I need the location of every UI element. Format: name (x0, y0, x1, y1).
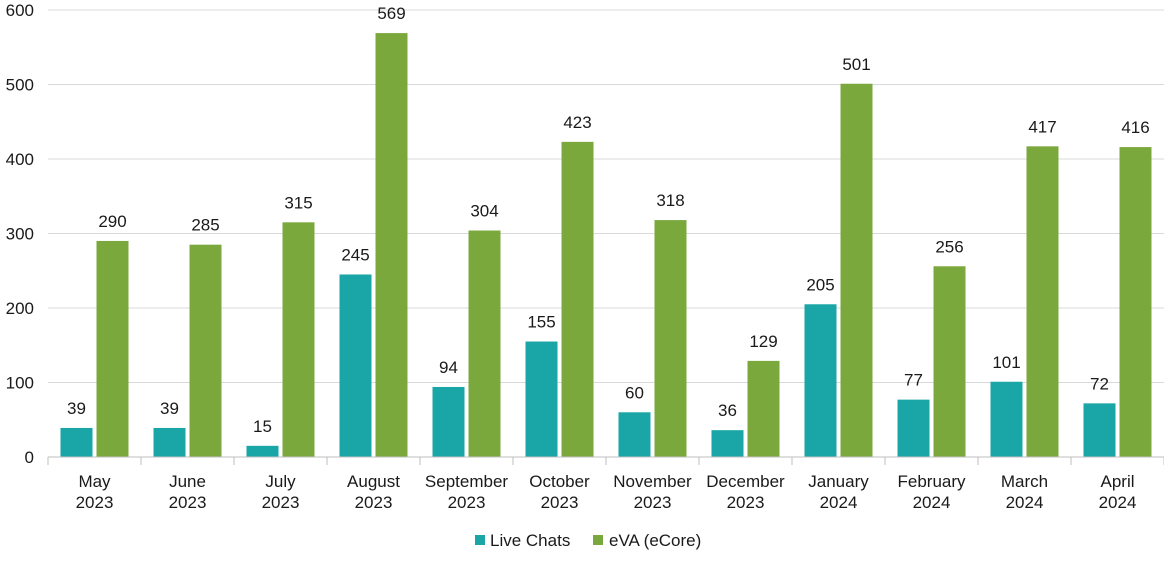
data-label: 416 (1121, 118, 1149, 137)
data-label: 417 (1028, 117, 1056, 136)
x-tick-label: October 2023 (529, 472, 590, 512)
y-tick-label: 100 (6, 374, 34, 393)
grid-lines (48, 9, 1164, 383)
y-tick-label: 300 (6, 225, 34, 244)
data-label: 245 (341, 245, 369, 264)
data-label: 60 (625, 383, 644, 402)
data-label: 318 (656, 191, 684, 210)
bar-live-chats-11 (1083, 403, 1116, 457)
bar-live-chats-7 (711, 430, 744, 457)
legend-label-eva: eVA (eCore) (609, 531, 701, 550)
bar-eva-6 (654, 220, 687, 457)
data-labels: 39 39 15 245 94 155 60 36 205 77 101 72 290 285 315 569… (67, 4, 1150, 436)
legend-swatch-eva (593, 535, 603, 545)
bar-eva-4 (468, 230, 501, 457)
bar-eva-0 (96, 240, 129, 457)
bar-eva-8 (840, 83, 873, 457)
data-label: 256 (935, 237, 963, 256)
bar-eva-9 (933, 266, 966, 457)
bar-live-chats-8 (804, 304, 837, 457)
data-label: 72 (1090, 374, 1109, 393)
bar-eva-2 (282, 222, 315, 457)
bar-live-chats-9 (897, 399, 930, 457)
bar-eva-7 (747, 360, 780, 457)
data-label: 423 (563, 113, 591, 132)
bar-live-chats-6 (618, 412, 651, 457)
data-label: 15 (253, 417, 272, 436)
data-label: 155 (527, 313, 555, 332)
x-axis: May 2023 June 2023 July 2023 August 2023 Septemb… (47, 456, 1164, 512)
data-label: 36 (718, 401, 737, 420)
x-tick-label: April 2024 (1099, 472, 1137, 512)
bar-live-chats-10 (990, 381, 1023, 457)
x-tick-label: June 2023 (169, 472, 207, 512)
y-tick-label: 400 (6, 150, 34, 169)
legend-swatch-live-chats (475, 535, 485, 545)
y-tick-label: 200 (6, 299, 34, 318)
data-label: 285 (191, 216, 219, 235)
x-tick-label: February 2024 (897, 472, 966, 512)
y-axis-ticks: 0 100 200 300 400 500 600 (6, 1, 34, 467)
legend-label-live-chats: Live Chats (490, 531, 570, 550)
data-label: 39 (67, 399, 86, 418)
bar-live-chats-5 (525, 341, 558, 457)
bar-eva-5 (561, 141, 594, 458)
x-tick-label: December 2023 (706, 472, 785, 512)
x-tick-label: November 2023 (613, 472, 692, 512)
data-label: 39 (160, 399, 179, 418)
bar-live-chats-2 (246, 445, 279, 457)
data-label: 290 (98, 212, 126, 231)
x-tick-label: January 2024 (808, 472, 869, 512)
bar-live-chats-4 (432, 386, 465, 457)
data-label: 304 (470, 202, 498, 221)
data-label: 94 (439, 358, 458, 377)
data-label: 101 (992, 353, 1020, 372)
data-label: 77 (904, 371, 923, 390)
bar-live-chats-1 (153, 427, 186, 457)
data-label: 569 (377, 4, 405, 23)
x-tick-label: March 2024 (1001, 472, 1048, 512)
bar-eva-10 (1026, 146, 1059, 457)
data-label: 315 (284, 193, 312, 212)
y-tick-label: 500 (6, 76, 34, 95)
y-tick-label: 600 (6, 1, 34, 20)
data-label: 129 (749, 332, 777, 351)
bar-eva-11 (1119, 147, 1152, 457)
y-tick-label: 0 (25, 448, 34, 467)
bar-eva-1 (189, 244, 222, 457)
legend: Live Chats eVA (eCore) (475, 531, 701, 550)
x-tick-label: July 2023 (262, 472, 300, 512)
x-tick-label: September 2023 (425, 472, 508, 512)
x-tick-label: August 2023 (347, 472, 400, 512)
bar-live-chats-3 (339, 274, 372, 457)
bar-eva-3 (375, 33, 408, 457)
data-label: 501 (842, 55, 870, 74)
bars (60, 33, 1152, 458)
x-tick-label: May 2023 (76, 472, 114, 512)
bar-live-chats-0 (60, 427, 93, 457)
data-label: 205 (806, 275, 834, 294)
